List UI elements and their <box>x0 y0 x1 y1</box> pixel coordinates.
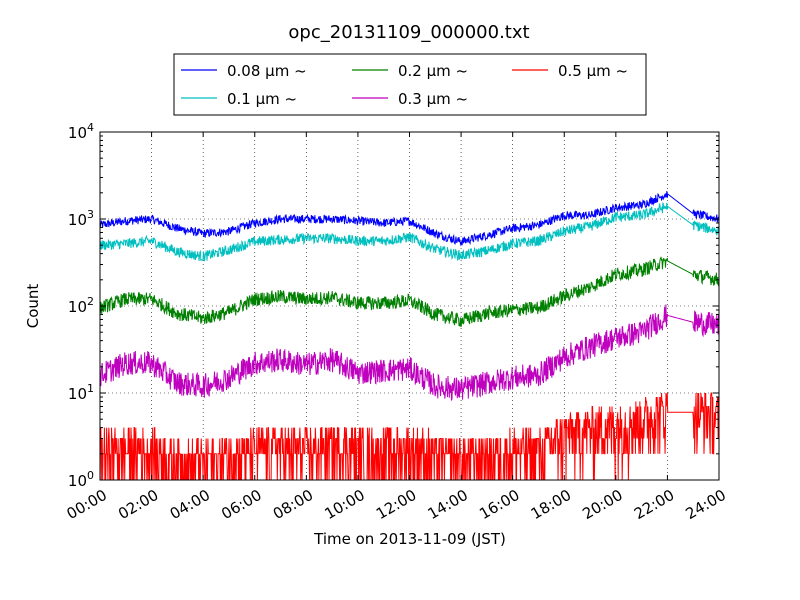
legend-box <box>173 53 647 116</box>
y-tick-exp: 0 <box>87 469 94 482</box>
y-tick-exp: 4 <box>87 121 94 134</box>
y-tick-label: 104 <box>68 121 94 142</box>
legend-label-4: 0.5 μm ~ <box>558 62 628 80</box>
series-line-1 <box>99 202 720 262</box>
legend: 0.08 μm ~ 0.1 μm ~ 0.2 μm ~ 0.3 μm ~ 0.5 μm … <box>173 53 647 116</box>
series-line-3 <box>99 304 720 402</box>
legend-label-2: 0.2 μm ~ <box>398 62 468 80</box>
y-tick-base: 10 <box>68 472 87 490</box>
y-tick-exp: 3 <box>87 208 94 221</box>
y-tick-base: 10 <box>68 211 87 229</box>
y-tick-label: 101 <box>68 382 94 403</box>
y-tick-label: 103 <box>68 208 94 229</box>
y-tick-exp: 2 <box>87 295 94 308</box>
y-tick-base: 10 <box>68 124 87 142</box>
y-axis-label: Count <box>24 284 42 329</box>
legend-label-0: 0.08 μm ~ <box>227 62 307 80</box>
plot-area <box>100 132 719 480</box>
y-tick-exp: 1 <box>87 382 94 395</box>
chart-title: opc_20131109_000000.txt <box>288 22 529 43</box>
series-line-0 <box>99 190 720 247</box>
y-tick-base: 10 <box>68 385 87 403</box>
series-line-2 <box>99 256 720 327</box>
y-tick-label: 102 <box>68 295 94 316</box>
series-line-4 <box>99 392 720 481</box>
y-tick-base: 10 <box>68 298 87 316</box>
x-axis-label: Time on 2013-11-09 (JST) <box>313 530 506 548</box>
legend-label-1: 0.1 μm ~ <box>227 90 297 108</box>
y-tick-label: 100 <box>68 469 94 490</box>
series-group <box>99 190 720 481</box>
legend-label-3: 0.3 μm ~ <box>398 90 468 108</box>
